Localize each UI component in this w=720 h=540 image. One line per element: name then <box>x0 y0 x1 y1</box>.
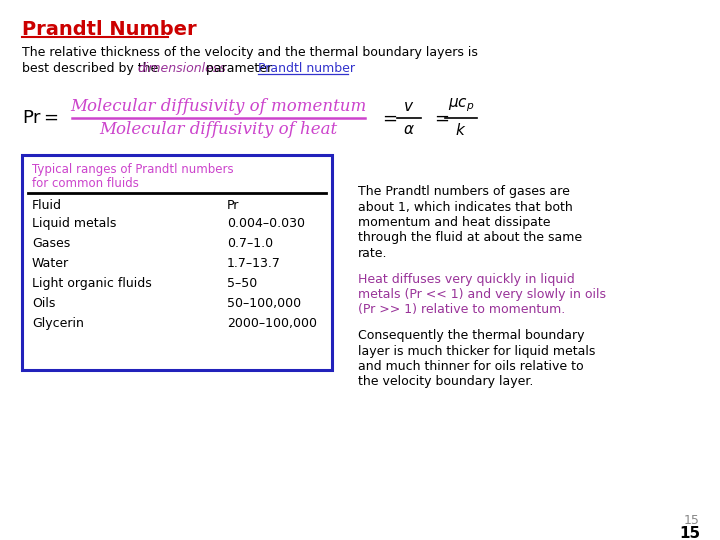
Text: Molecular diffusivity of momentum: Molecular diffusivity of momentum <box>71 98 366 115</box>
Text: layer is much thicker for liquid metals: layer is much thicker for liquid metals <box>358 345 595 357</box>
Text: through the fluid at about the same: through the fluid at about the same <box>358 232 582 245</box>
Text: (Pr >> 1) relative to momentum.: (Pr >> 1) relative to momentum. <box>358 303 565 316</box>
Text: Molecular diffusivity of heat: Molecular diffusivity of heat <box>99 121 338 138</box>
Text: Oils: Oils <box>32 297 55 310</box>
Text: 15: 15 <box>684 514 700 527</box>
Text: $v$: $v$ <box>403 99 415 114</box>
Text: $=$: $=$ <box>379 109 397 127</box>
Text: 5–50: 5–50 <box>227 277 257 290</box>
Text: Gases: Gases <box>32 237 71 250</box>
Text: Consequently the thermal boundary: Consequently the thermal boundary <box>358 329 585 342</box>
Text: best described by the: best described by the <box>22 62 162 75</box>
Text: 2000–100,000: 2000–100,000 <box>227 317 317 330</box>
Text: Light organic fluids: Light organic fluids <box>32 277 152 290</box>
Text: Prandtl Number: Prandtl Number <box>22 20 197 39</box>
Text: $=$: $=$ <box>431 109 449 127</box>
Text: Water: Water <box>32 257 69 270</box>
Text: dimensionless: dimensionless <box>137 62 226 75</box>
Text: rate.: rate. <box>358 247 387 260</box>
Text: $\mu c_p$: $\mu c_p$ <box>448 97 474 114</box>
Text: $k$: $k$ <box>455 122 467 138</box>
Text: and much thinner for oils relative to: and much thinner for oils relative to <box>358 360 584 373</box>
Text: Glycerin: Glycerin <box>32 317 84 330</box>
Text: about 1, which indicates that both: about 1, which indicates that both <box>358 200 572 213</box>
Text: The relative thickness of the velocity and the thermal boundary layers is: The relative thickness of the velocity a… <box>22 46 478 59</box>
Text: Heat diffuses very quickly in liquid: Heat diffuses very quickly in liquid <box>358 273 575 286</box>
Text: Liquid metals: Liquid metals <box>32 217 117 230</box>
Text: parameter: parameter <box>202 62 276 75</box>
Text: $\alpha$: $\alpha$ <box>403 122 415 137</box>
Text: $\mathrm{Pr} =$: $\mathrm{Pr} =$ <box>22 109 59 127</box>
Text: the velocity boundary layer.: the velocity boundary layer. <box>358 375 534 388</box>
Text: The Prandtl numbers of gases are: The Prandtl numbers of gases are <box>358 185 570 198</box>
Text: 50–100,000: 50–100,000 <box>227 297 301 310</box>
Text: Typical ranges of Prandtl numbers: Typical ranges of Prandtl numbers <box>32 163 233 176</box>
Text: 1.7–13.7: 1.7–13.7 <box>227 257 281 270</box>
FancyBboxPatch shape <box>22 155 332 370</box>
Text: for common fluids: for common fluids <box>32 177 139 190</box>
Text: Fluid: Fluid <box>32 199 62 212</box>
Text: 0.7–1.0: 0.7–1.0 <box>227 237 273 250</box>
Text: metals (Pr << 1) and very slowly in oils: metals (Pr << 1) and very slowly in oils <box>358 288 606 301</box>
Text: Pr: Pr <box>227 199 239 212</box>
Text: momentum and heat dissipate: momentum and heat dissipate <box>358 216 551 229</box>
Text: 0.004–0.030: 0.004–0.030 <box>227 217 305 230</box>
Text: 15: 15 <box>679 526 700 540</box>
Text: Prandtl number: Prandtl number <box>258 62 355 75</box>
